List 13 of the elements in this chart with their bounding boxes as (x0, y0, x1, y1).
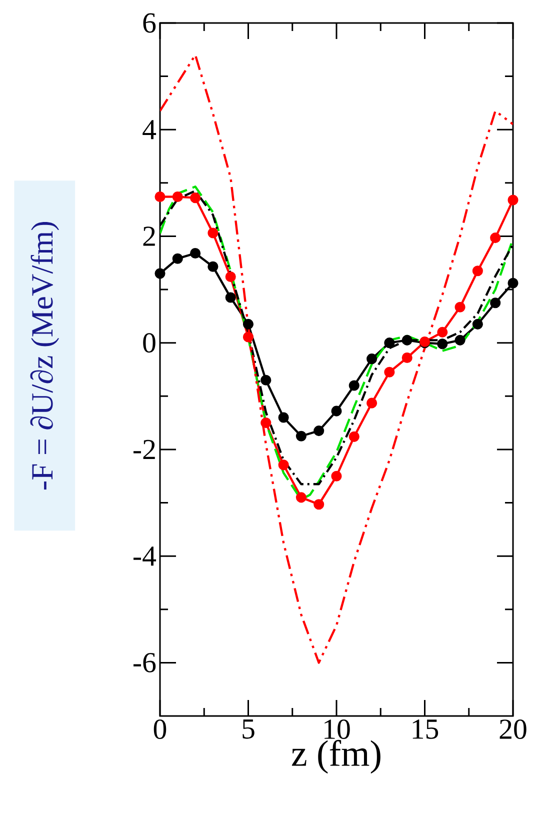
y-tick-label: -2 (133, 440, 155, 460)
y-tick-label: 6 (143, 13, 156, 33)
y-tick-label: 2 (143, 226, 155, 246)
x-tick-label: 5 (242, 720, 254, 739)
y-tick-label: 0 (143, 333, 156, 353)
x-tick-label: 20 (500, 720, 526, 740)
y-axis-title: -F = ∂U/∂z (MeV/fm) (30, 222, 60, 490)
x-tick-label: 15 (412, 720, 438, 739)
x-axis-title: z (fm) (292, 740, 380, 774)
y-tick-label: -4 (133, 546, 156, 566)
y-tick-label: -6 (133, 652, 156, 672)
y-tick-label: 4 (142, 120, 156, 140)
x-tick-label: 10 (324, 720, 350, 740)
